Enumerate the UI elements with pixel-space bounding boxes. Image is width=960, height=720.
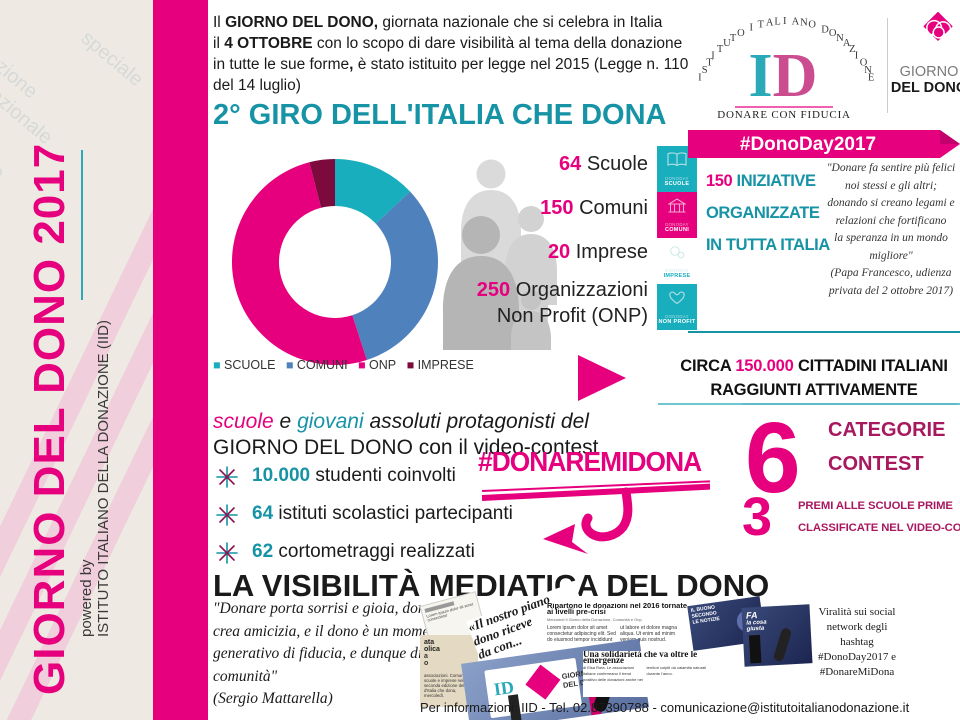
svg-text:speciale: speciale bbox=[77, 27, 147, 91]
svg-text:#DonoDay2017: #DonoDay2017 bbox=[740, 134, 876, 155]
svg-text:sociale: sociale bbox=[0, 127, 9, 184]
